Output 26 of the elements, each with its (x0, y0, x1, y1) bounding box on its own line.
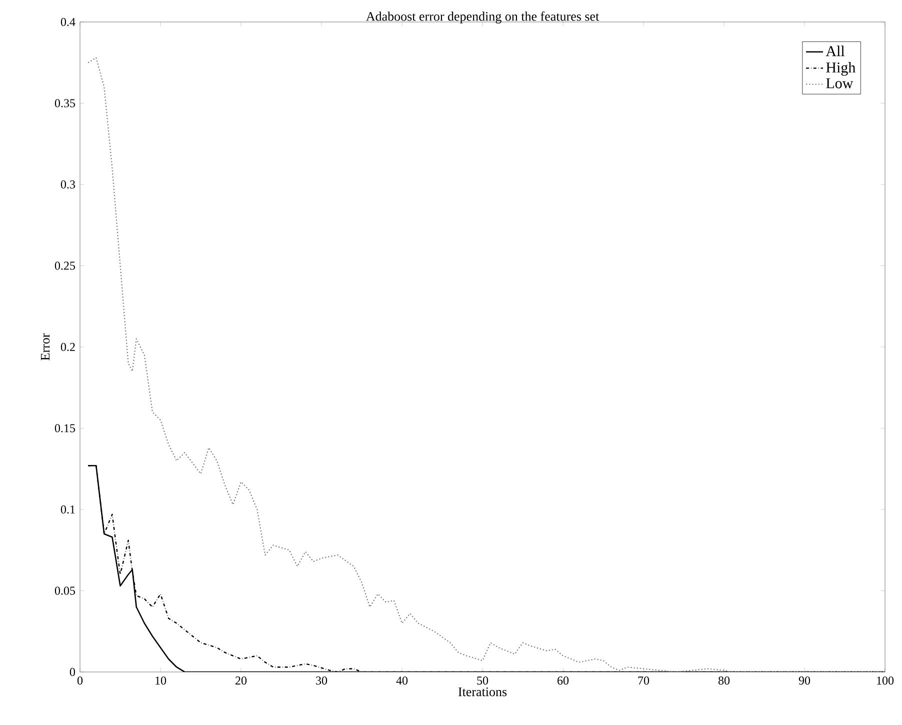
x-axis-title: Iterations (458, 687, 507, 696)
y-tick-label: 0.25 (54, 262, 76, 270)
y-tick-label: 0.3 (60, 180, 76, 189)
x-tick-label: 30 (316, 676, 328, 685)
x-tick-label: 90 (798, 676, 810, 685)
x-tick-label: 80 (718, 676, 730, 685)
y-tick-label: 0.15 (54, 424, 76, 432)
x-tick-label: 100 (877, 676, 894, 685)
x-tick-label: 40 (396, 676, 408, 685)
y-tick-label: 0.05 (54, 586, 76, 595)
legend-label: High (826, 62, 856, 76)
x-tick-label: 70 (638, 676, 650, 685)
x-tick-label: 60 (558, 676, 569, 685)
legend-label: All (826, 46, 845, 56)
x-tick-label: 10 (156, 676, 166, 685)
chart-title: Adaboost error depending on the features set (366, 12, 600, 24)
legend-label: Low (826, 78, 854, 88)
y-tick-label: 0.4 (60, 18, 76, 26)
x-tick-label: 20 (236, 676, 247, 685)
y-axis-title: Error (40, 333, 50, 360)
y-tick-label: 0.1 (60, 505, 75, 514)
y-tick-label: 0.2 (60, 342, 75, 352)
x-tick-label: 0 (77, 676, 83, 685)
y-tick-label: 0.35 (54, 99, 76, 108)
y-tick-label: 0 (70, 668, 76, 676)
x-tick-label: 50 (477, 676, 488, 685)
